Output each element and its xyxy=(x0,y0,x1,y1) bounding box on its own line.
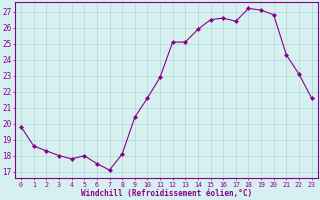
X-axis label: Windchill (Refroidissement éolien,°C): Windchill (Refroidissement éolien,°C) xyxy=(81,189,252,198)
